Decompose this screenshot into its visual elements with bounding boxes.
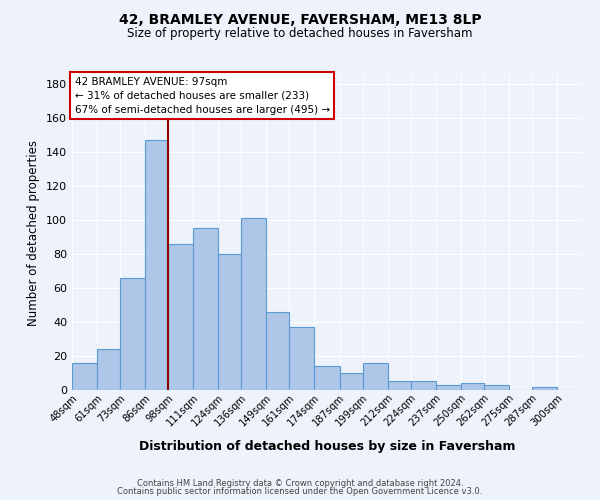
Bar	[241, 218, 266, 390]
Text: 42 BRAMLEY AVENUE: 97sqm
← 31% of detached houses are smaller (233)
67% of semi-: 42 BRAMLEY AVENUE: 97sqm ← 31% of detach…	[74, 76, 329, 114]
Bar	[97, 349, 120, 390]
Bar	[340, 373, 362, 390]
Text: 42, BRAMLEY AVENUE, FAVERSHAM, ME13 8LP: 42, BRAMLEY AVENUE, FAVERSHAM, ME13 8LP	[119, 12, 481, 26]
Bar	[168, 244, 193, 390]
Bar	[289, 327, 314, 390]
Bar	[145, 140, 168, 390]
Bar	[461, 383, 484, 390]
X-axis label: Distribution of detached houses by size in Faversham: Distribution of detached houses by size …	[139, 440, 515, 452]
Bar	[411, 382, 436, 390]
Bar	[388, 382, 411, 390]
Bar	[120, 278, 145, 390]
Bar	[484, 385, 509, 390]
Text: Size of property relative to detached houses in Faversham: Size of property relative to detached ho…	[127, 28, 473, 40]
Text: Contains HM Land Registry data © Crown copyright and database right 2024.: Contains HM Land Registry data © Crown c…	[137, 478, 463, 488]
Bar	[266, 312, 289, 390]
Y-axis label: Number of detached properties: Number of detached properties	[28, 140, 40, 326]
Bar	[218, 254, 241, 390]
Bar	[362, 363, 388, 390]
Bar	[532, 386, 557, 390]
Bar	[314, 366, 340, 390]
Bar	[436, 385, 461, 390]
Bar	[72, 363, 97, 390]
Text: Contains public sector information licensed under the Open Government Licence v3: Contains public sector information licen…	[118, 487, 482, 496]
Bar	[193, 228, 218, 390]
